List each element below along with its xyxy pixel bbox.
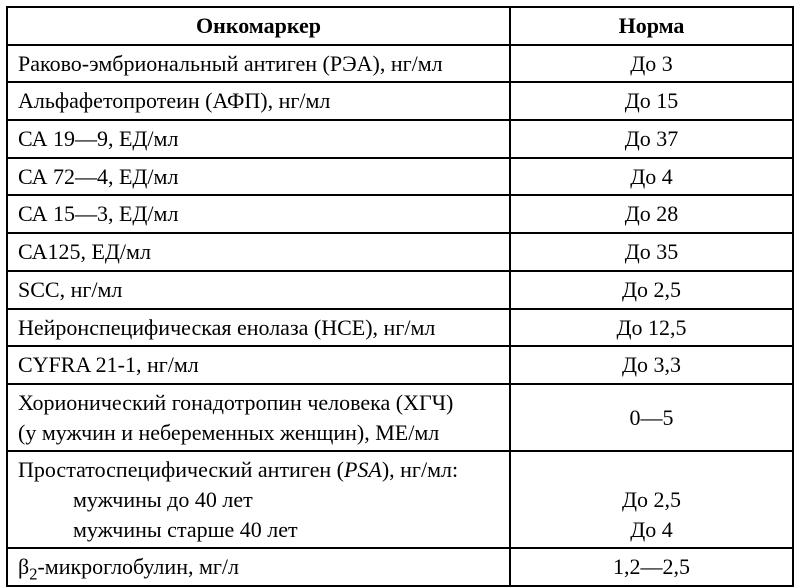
cell-norm: До 15 [510, 82, 793, 120]
table-row: Раково-эмбриональный антиген (РЭА), нг/м… [7, 45, 793, 83]
cell-marker: SCC, нг/мл [7, 271, 510, 309]
cell-marker: Альфафетопротеин (АФП), нг/мл [7, 82, 510, 120]
hcg-line1: Хорионический гонадотропин человека (ХГЧ… [18, 390, 453, 415]
psa-header-after: ), нг/мл: [382, 457, 458, 482]
table-row-psa: Простатоспецифический антиген (PSA), нг/… [7, 451, 793, 548]
cell-norm: До 37 [510, 120, 793, 158]
hcg-line2: (у мужчин и небеременных женщин), МЕ/мл [18, 420, 439, 445]
cell-norm: До 3 [510, 45, 793, 83]
cell-norm: 0—5 [510, 384, 793, 451]
cell-marker: Раково-эмбриональный антиген (РЭА), нг/м… [7, 45, 510, 83]
table-header-row: Онкомаркер Норма [7, 7, 793, 45]
table-row: СА 19—9, ЕД/мл До 37 [7, 120, 793, 158]
table-row: СА 15—3, ЕД/мл До 28 [7, 195, 793, 233]
table-row-b2m: β2-микроглобулин, мг/л 1,2—2,5 [7, 548, 793, 586]
table-row: SCC, нг/мл До 2,5 [7, 271, 793, 309]
cell-marker: СА 72—4, ЕД/мл [7, 158, 510, 196]
cell-marker: СА125, ЕД/мл [7, 233, 510, 271]
b2m-rest: -микроглобулин, мг/л [37, 554, 239, 579]
psa-sub1-label: мужчины до 40 лет [18, 485, 253, 515]
table-row-hcg: Хорионический гонадотропин человека (ХГЧ… [7, 384, 793, 451]
psa-italic: PSA [344, 457, 382, 482]
cell-marker: β2-микроглобулин, мг/л [7, 548, 510, 586]
cell-marker: Хорионический гонадотропин человека (ХГЧ… [7, 384, 510, 451]
psa-sub2-norm: До 4 [630, 517, 673, 542]
table-row: Альфафетопротеин (АФП), нг/мл До 15 [7, 82, 793, 120]
cell-marker: CYFRA 21-1, нг/мл [7, 346, 510, 384]
b2m-beta: β [18, 554, 29, 579]
table-row: СА125, ЕД/мл До 35 [7, 233, 793, 271]
cell-norm: До 4 [510, 158, 793, 196]
psa-sub2-label: мужчины старше 40 лет [18, 515, 298, 545]
table-row: CYFRA 21-1, нг/мл До 3,3 [7, 346, 793, 384]
cell-norm: До 2,5 До 4 [510, 451, 793, 548]
col-header-norm: Норма [510, 7, 793, 45]
psa-header-before: Простатоспецифический антиген ( [18, 457, 344, 482]
cell-norm: До 2,5 [510, 271, 793, 309]
table-row: Нейронспецифическая енолаза (НСЕ), нг/мл… [7, 309, 793, 347]
cell-norm: До 35 [510, 233, 793, 271]
page: Онкомаркер Норма Раково-эмбриональный ан… [0, 0, 800, 578]
cell-marker: Нейронспецифическая енолаза (НСЕ), нг/мл [7, 309, 510, 347]
cell-norm: До 12,5 [510, 309, 793, 347]
cell-marker: Простатоспецифический антиген (PSA), нг/… [7, 451, 510, 548]
cell-norm: 1,2—2,5 [510, 548, 793, 586]
cell-norm: До 3,3 [510, 346, 793, 384]
cell-norm: До 28 [510, 195, 793, 233]
table-row: СА 72—4, ЕД/мл До 4 [7, 158, 793, 196]
col-header-marker: Онкомаркер [7, 7, 510, 45]
tumor-markers-table: Онкомаркер Норма Раково-эмбриональный ан… [6, 6, 794, 587]
cell-marker: СА 15—3, ЕД/мл [7, 195, 510, 233]
cell-marker: СА 19—9, ЕД/мл [7, 120, 510, 158]
psa-sub1-norm: До 2,5 [622, 487, 681, 512]
